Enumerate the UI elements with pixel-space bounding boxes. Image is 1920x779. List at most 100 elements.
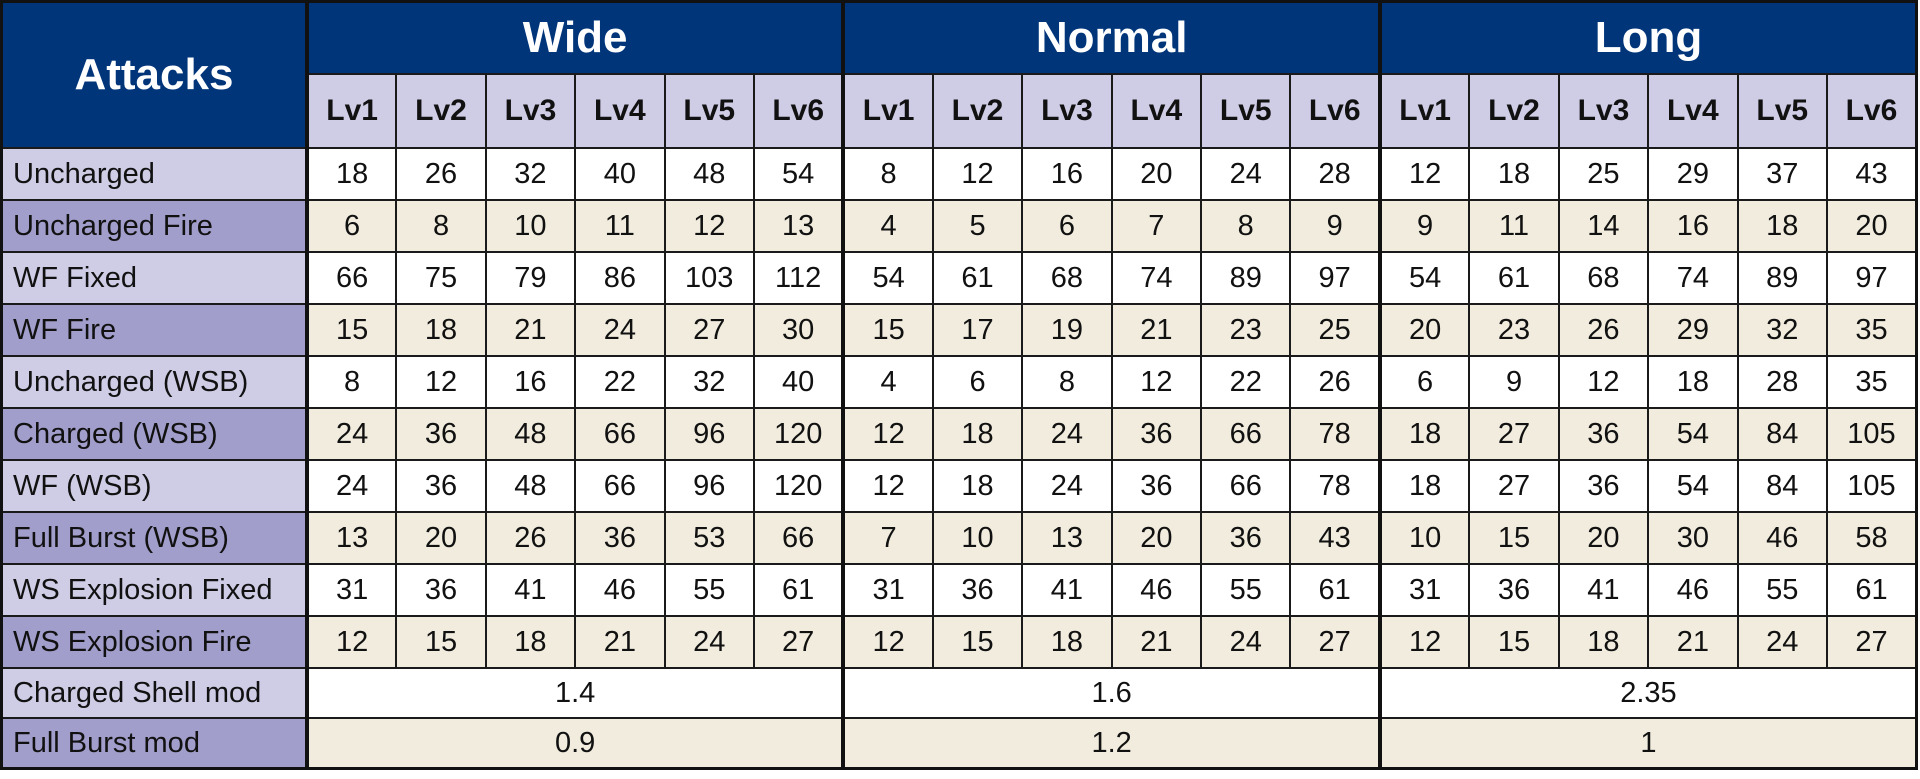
value-cell-normal: 54 [841,251,934,305]
value-cell-long: 21 [1647,615,1739,669]
row-label: WF Fixed [0,251,308,305]
value-cell-long: 74 [1647,251,1739,305]
group-header-wide: Wide [304,0,845,75]
value-cell-normal: 19 [1021,303,1113,357]
row-label: WF (WSB) [0,459,308,513]
value-cell-wide: 61 [752,563,845,617]
row-label: Uncharged [0,147,308,201]
value-cell-long: 35 [1825,303,1918,357]
row-label: Charged Shell mod [0,667,308,719]
value-cell-normal: 24 [1200,615,1292,669]
value-cell-long: 16 [1647,199,1739,253]
table-row: WF (WSB) 24 36 48 66 96 120 12 18 24 36 66 78 18 27 36 5… [0,459,1918,513]
value-cell-long: 20 [1557,511,1650,565]
value-cell-normal: 15 [841,303,934,357]
value-cell-wide: 36 [574,511,666,565]
value-cell-wide: 31 [304,563,398,617]
value-cell-normal: 6 [1021,199,1113,253]
value-cell-wide: 24 [304,407,398,461]
value-cell-long: 20 [1825,199,1918,253]
value-cell-wide: 24 [663,615,755,669]
value-cell-normal: 36 [1110,459,1203,513]
value-cell-wide: 32 [663,355,755,409]
value-cell-normal: 36 [1110,407,1203,461]
value-cell-long: 54 [1647,407,1739,461]
value-cell-long: 18 [1377,459,1471,513]
value-cell-wide: 46 [574,563,666,617]
table-row: WS Explosion Fire 12 15 18 21 24 27 12 15 18 21 24 2… [0,615,1918,669]
value-cell-normal: 78 [1289,407,1381,461]
level-header-long: Lv1 [1377,73,1471,149]
value-cell-long: 29 [1647,303,1739,357]
value-cell-wide: 53 [663,511,755,565]
value-cell-wide: 36 [395,563,487,617]
value-cell-wide: 36 [395,459,487,513]
value-cell-long: 84 [1736,407,1828,461]
value-cell-long: 26 [1557,303,1650,357]
value-cell-long: 89 [1736,251,1828,305]
value-cell-normal: 12 [1110,355,1203,409]
value-cell-wide: 21 [574,615,666,669]
value-cell-long: 97 [1825,251,1918,305]
table-row: Uncharged (WSB) 8 12 16 22 32 40 4 6 8 12 22 26 6 9 12 1… [0,355,1918,409]
value-cell-long: 54 [1647,459,1739,513]
value-cell-long: 11 [1468,199,1560,253]
level-header-long: Lv6 [1825,73,1918,149]
value-cell-long: 27 [1468,407,1560,461]
value-cell-long: 18 [1468,147,1560,201]
value-cell-long: 105 [1825,407,1918,461]
modifier-value-long: 2.35 [1377,667,1918,719]
value-cell-wide: 18 [304,147,398,201]
value-cell-normal: 21 [1110,303,1203,357]
value-cell-wide: 24 [574,303,666,357]
value-cell-long: 14 [1557,199,1650,253]
level-header-normal: Lv5 [1200,73,1292,149]
value-cell-long: 43 [1825,147,1918,201]
level-header-long: Lv4 [1647,73,1739,149]
value-cell-long: 61 [1468,251,1560,305]
value-cell-normal: 20 [1110,511,1203,565]
table-header: Attacks Wide Normal Long Lv1 Lv2 Lv3 Lv4… [0,0,1918,149]
value-cell-wide: 48 [484,459,577,513]
row-label: WS Explosion Fire [0,615,308,669]
group-header-normal: Normal [841,0,1381,75]
modifier-value-normal: 1.6 [841,667,1381,719]
value-cell-normal: 43 [1289,511,1381,565]
value-cell-normal: 13 [1021,511,1113,565]
value-cell-long: 30 [1647,511,1739,565]
value-cell-long: 46 [1647,563,1739,617]
value-cell-normal: 89 [1200,251,1292,305]
level-header-long: Lv5 [1736,73,1828,149]
value-cell-wide: 120 [752,407,845,461]
modifier-value-wide: 0.9 [304,717,845,770]
value-cell-normal: 9 [1289,199,1381,253]
value-cell-long: 32 [1736,303,1828,357]
level-header-normal: Lv3 [1021,73,1113,149]
value-cell-wide: 12 [663,199,755,253]
value-cell-long: 84 [1736,459,1828,513]
value-cell-normal: 12 [931,147,1024,201]
value-cell-wide: 96 [663,459,755,513]
value-cell-wide: 6 [304,199,398,253]
value-cell-long: 10 [1377,511,1471,565]
value-cell-long: 58 [1825,511,1918,565]
value-cell-wide: 66 [304,251,398,305]
row-label: WS Explosion Fixed [0,563,308,617]
value-cell-normal: 27 [1289,615,1381,669]
value-cell-wide: 26 [484,511,577,565]
value-cell-wide: 55 [663,563,755,617]
value-cell-wide: 27 [752,615,845,669]
value-cell-normal: 15 [931,615,1024,669]
level-header-row: Lv1 Lv2 Lv3 Lv4 Lv5 Lv6 Lv1 Lv2 Lv3 Lv4 … [2,73,1918,149]
value-cell-wide: 12 [395,355,487,409]
value-cell-wide: 75 [395,251,487,305]
value-cell-wide: 15 [395,615,487,669]
value-cell-wide: 32 [484,147,577,201]
value-cell-wide: 86 [574,251,666,305]
value-cell-wide: 66 [574,407,666,461]
value-cell-long: 20 [1377,303,1471,357]
value-cell-wide: 103 [663,251,755,305]
value-cell-long: 27 [1825,615,1918,669]
value-cell-normal: 20 [1110,147,1203,201]
